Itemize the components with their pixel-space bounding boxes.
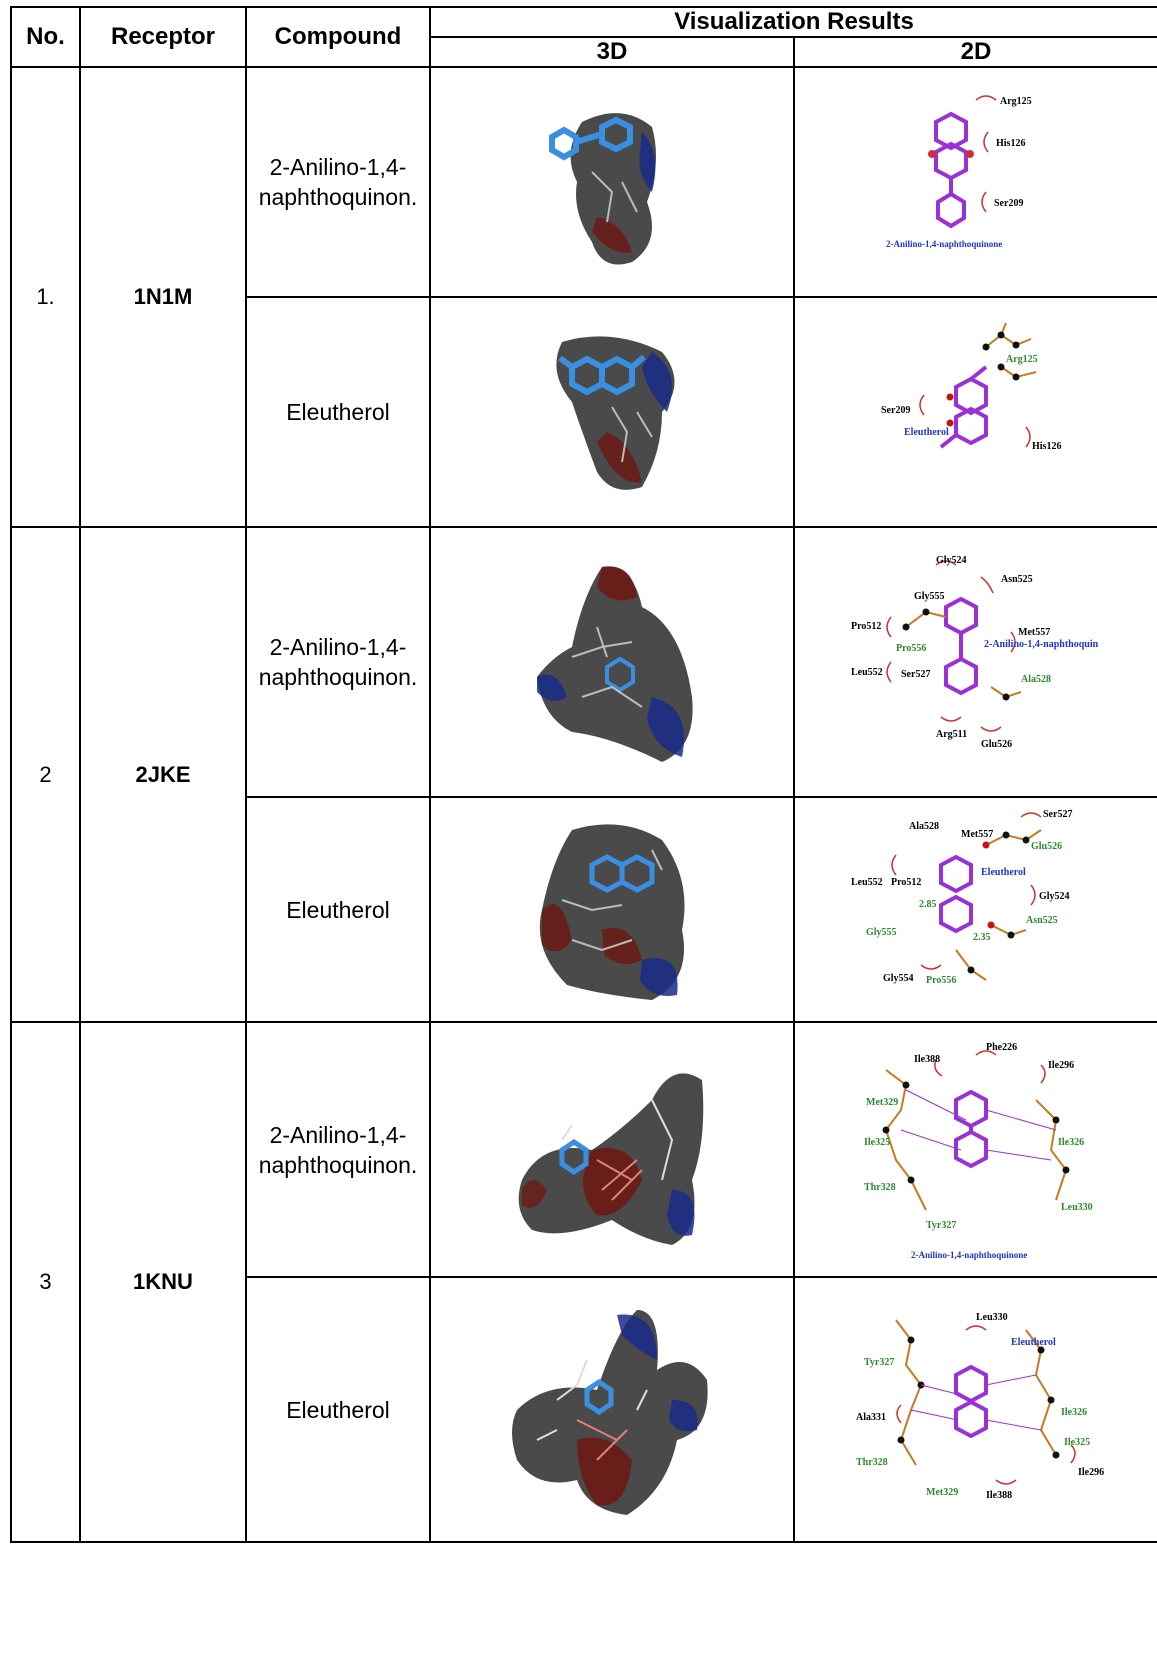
residue-label: Ser527 [901, 669, 930, 680]
residue-label: Ala528 [909, 821, 939, 832]
residue-label: His126 [1032, 441, 1061, 452]
residue-label: Thr328 [864, 1182, 896, 1193]
residue-label: Met557 [961, 829, 993, 840]
residue-label: Pro512 [851, 621, 881, 632]
residue-label: Met329 [866, 1097, 898, 1108]
molecule-3d-image [512, 1309, 708, 1515]
header-no: No. [10, 6, 81, 68]
viz-2d: Phe226 Ile388 Ile296 Met329 Ile325 Ile32… [793, 1021, 1157, 1278]
residue-label: Gly524 [1039, 891, 1070, 902]
residue-label: Ser209 [881, 405, 910, 416]
header-3d: 3D [429, 36, 795, 68]
row-number: 2 [10, 526, 81, 1023]
header-receptor: Receptor [79, 6, 247, 68]
residue-label: Phe226 [986, 1042, 1017, 1053]
residue-label: Met329 [926, 1487, 958, 1498]
residue-label: Leu552 [851, 877, 883, 888]
receptor-id: 2JKE [79, 526, 247, 1023]
molecule-3d-image [539, 823, 685, 1000]
interaction-diagram: Arg125 Ser209 His126 Eleutherol [881, 322, 1061, 452]
residue-label: Arg125 [1000, 96, 1032, 107]
residue-label: Leu330 [976, 1312, 1008, 1323]
residue-label: Pro556 [896, 643, 926, 654]
results-table: No. Receptor Compound Visualization Resu… [10, 6, 1157, 1543]
residue-label: Glu526 [1031, 841, 1062, 852]
row-number: 3 [10, 1021, 81, 1543]
molecule-3d-image [518, 1072, 704, 1245]
viz-3d [429, 526, 795, 798]
interaction-diagram: Arg125 His126 Ser209 2-Anilino-1,4-napht… [886, 95, 1032, 249]
residue-label: Gly555 [914, 591, 945, 602]
compound-name: 2-Anilino-1,4-naphthoquinon. [245, 1021, 431, 1278]
interaction-diagram: Gly524 Asn525 Gly555 Pro512 Met557 Pro55… [851, 555, 1099, 750]
viz-3d [429, 796, 795, 1023]
ligand-label: 2-Anilino-1,4-naphthoquinone [886, 239, 1002, 249]
header-compound: Compound [245, 6, 431, 68]
residue-label: Ile325 [1064, 1437, 1090, 1448]
residue-label: Ile296 [1078, 1467, 1104, 1478]
residue-label: Gly524 [936, 555, 967, 566]
viz-3d [429, 296, 795, 528]
residue-label: Ser527 [1043, 809, 1072, 820]
residue-label: Tyr327 [926, 1220, 956, 1231]
residue-label: Glu526 [981, 739, 1012, 750]
residue-label: Pro556 [926, 975, 956, 986]
residue-label: Ala528 [1021, 674, 1051, 685]
residue-label: Gly554 [883, 973, 914, 984]
residue-label: Pro512 [891, 877, 921, 888]
residue-label: Tyr327 [864, 1357, 894, 1368]
compound-name: 2-Anilino-1,4-naphthoquinon. [245, 526, 431, 798]
receptor-id: 1N1M [79, 66, 247, 528]
residue-label: Arg511 [936, 729, 967, 740]
interaction-diagram: Phe226 Ile388 Ile296 Met329 Ile325 Ile32… [864, 1042, 1093, 1260]
residue-label: Thr328 [856, 1457, 888, 1468]
ligand-label: Eleutherol [1011, 1337, 1056, 1348]
ligand-label: Eleutherol [904, 427, 949, 438]
viz-3d [429, 1276, 795, 1543]
compound-name: Eleutherol [245, 796, 431, 1023]
residue-label: Ile326 [1061, 1407, 1087, 1418]
residue-label: Asn525 [1001, 574, 1033, 585]
header-visualization: Visualization Results [429, 6, 1157, 38]
hbond-distance: 2.35 [973, 932, 991, 943]
compound-name: Eleutherol [245, 1276, 431, 1543]
residue-label: Ser209 [994, 198, 1023, 209]
viz-2d: Arg125 Ser209 His126 Eleutherol [793, 296, 1157, 528]
residue-label: Ala331 [856, 1412, 886, 1423]
ligand-label: Eleutherol [981, 867, 1026, 878]
residue-label: Ile296 [1048, 1060, 1074, 1071]
receptor-id: 1KNU [79, 1021, 247, 1543]
residue-label: Ile388 [986, 1490, 1012, 1501]
molecule-3d-image [549, 113, 656, 265]
residue-label: Asn525 [1026, 915, 1058, 926]
residue-label: Met557 [1018, 627, 1050, 638]
residue-label: His126 [996, 138, 1025, 149]
viz-3d [429, 1021, 795, 1278]
viz-2d: Ser527 Ala528 Met557 Glu526 Leu552 Pro51… [793, 796, 1157, 1023]
residue-label: Arg125 [1006, 354, 1038, 365]
residue-label: Gly555 [866, 927, 897, 938]
header-2d: 2D [793, 36, 1157, 68]
interaction-diagram: Ser527 Ala528 Met557 Glu526 Leu552 Pro51… [851, 809, 1072, 986]
viz-3d [429, 66, 795, 298]
residue-label: Ile326 [1058, 1137, 1084, 1148]
ligand-label: 2-Anilino-1,4-naphthoquin [984, 639, 1099, 650]
compound-name: 2-Anilino-1,4-naphthoquinon. [245, 66, 431, 298]
viz-2d: Gly524 Asn525 Gly555 Pro512 Met557 Pro55… [793, 526, 1157, 798]
hbond-distance: 2.85 [919, 899, 937, 910]
molecule-3d-image [556, 336, 675, 490]
residue-label: Leu330 [1061, 1202, 1093, 1213]
interaction-diagram: Leu330 Tyr327 Ala331 Ile326 Thr328 Ile32… [856, 1312, 1104, 1501]
viz-2d: Arg125 His126 Ser209 2-Anilino-1,4-napht… [793, 66, 1157, 298]
residue-label: Ile325 [864, 1137, 890, 1148]
viz-2d: Leu330 Tyr327 Ala331 Ile326 Thr328 Ile32… [793, 1276, 1157, 1543]
row-number: 1. [10, 66, 81, 528]
residue-label: Leu552 [851, 667, 883, 678]
molecule-3d-image [537, 566, 693, 762]
residue-label: Ile388 [914, 1054, 940, 1065]
compound-name: Eleutherol [245, 296, 431, 528]
ligand-label: 2-Anilino-1,4-naphthoquinone [911, 1250, 1027, 1260]
